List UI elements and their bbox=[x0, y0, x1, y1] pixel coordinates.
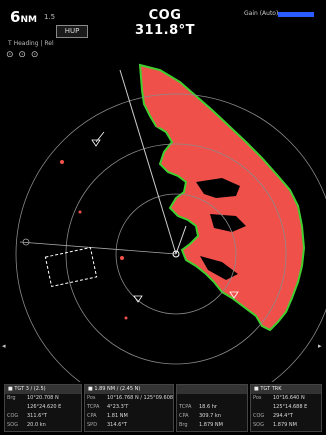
panel-row: SOG 20.0 kn bbox=[7, 422, 46, 428]
target-icon[interactable]: ⊙ bbox=[30, 50, 40, 60]
range-sub-value: 1.5 bbox=[44, 13, 56, 21]
panel-row: Pos 10°16.640 N bbox=[253, 395, 305, 401]
heading-mode-label: T Heading | Rel bbox=[8, 40, 54, 47]
target-icon[interactable]: ⊙ bbox=[18, 50, 27, 60]
radar-display[interactable] bbox=[0, 30, 326, 382]
target-info-panel[interactable]: ■ TGT 3 / (2.5) Brg 10°20.708 N 126°24.62… bbox=[4, 384, 82, 432]
range-ring bbox=[15, 93, 326, 382]
panel-row: TCPA 18.6 hr bbox=[179, 404, 217, 410]
panel-row: SPD 314.6°T bbox=[87, 422, 127, 428]
left-edge-marker-icon[interactable]: ◂ bbox=[2, 342, 6, 350]
panel-row: Brg 10°20.708 N bbox=[7, 395, 59, 401]
panel-row bbox=[177, 394, 247, 403]
panel-row: Brg 1.879 NM bbox=[179, 422, 223, 428]
target-echo[interactable] bbox=[120, 256, 124, 260]
target-echo[interactable] bbox=[238, 292, 242, 296]
cursor-info-panel[interactable]: ■ 1.89 NM / (2.45 N) Pos 10°16.768 N / 12… bbox=[84, 384, 174, 432]
target-echo[interactable] bbox=[124, 316, 128, 320]
right-edge-marker-icon[interactable]: ▸ bbox=[318, 342, 322, 350]
panel-row: CPA 309.7 kn bbox=[179, 413, 221, 419]
target-guard-zone[interactable] bbox=[44, 246, 98, 288]
ebl-line[interactable] bbox=[19, 241, 177, 255]
panel-row: CPA 1.81 NM bbox=[87, 413, 128, 419]
panel-title: ■ 1.89 NM / (2.45 N) bbox=[85, 385, 173, 394]
range-rings bbox=[15, 93, 326, 382]
panel-row: COG 311.6°T bbox=[7, 413, 47, 419]
panel-row: SOG 1.879 NM bbox=[253, 422, 297, 428]
target-track-panel[interactable]: ■ TGT TRK Pos 10°16.640 N 125°14.688 E CO… bbox=[250, 384, 322, 432]
target-echo[interactable] bbox=[156, 124, 160, 128]
cog-readout: COG 311.8°T bbox=[135, 8, 195, 38]
target-echo[interactable] bbox=[60, 160, 64, 164]
range-ring bbox=[115, 193, 237, 315]
range-value: 6NM bbox=[10, 8, 37, 26]
target-echo[interactable] bbox=[78, 210, 82, 214]
land-inlet bbox=[200, 256, 238, 280]
control-icons[interactable]: ⊙ ⊙ ⊙ bbox=[6, 50, 39, 60]
target-triangle-icon[interactable] bbox=[133, 295, 143, 303]
ebl-handle-icon[interactable] bbox=[22, 238, 30, 246]
target-triangle-icon[interactable] bbox=[91, 139, 101, 147]
gain-control[interactable]: Gain (Auto) bbox=[244, 10, 316, 20]
heading-line bbox=[119, 69, 177, 255]
target-triangle-icon[interactable] bbox=[229, 291, 239, 299]
panel-row: Pos 10°16.768 N / 125°09.608 bbox=[87, 395, 173, 401]
panel-row: TCPA 4°23.3'T bbox=[87, 404, 129, 410]
panel-title: ■ TGT 3 / (2.5) bbox=[5, 385, 81, 394]
panel-title: ■ TGT TRK bbox=[251, 385, 321, 394]
gain-label: Gain (Auto) bbox=[244, 10, 279, 17]
land-echo bbox=[138, 63, 306, 332]
land-inlet bbox=[196, 178, 240, 198]
own-ship-vector bbox=[175, 225, 187, 255]
panel-row: 125°14.688 E bbox=[273, 404, 308, 410]
panel-row: COG 294.4°T bbox=[253, 413, 293, 419]
own-ship-icon bbox=[172, 250, 180, 258]
range-control[interactable]: 6NM 1.5 HUP bbox=[8, 6, 88, 38]
panel-title bbox=[177, 385, 247, 394]
orientation-mode-button[interactable]: HUP bbox=[56, 25, 88, 38]
target-icon[interactable]: ⊙ bbox=[6, 50, 15, 60]
land-inlet bbox=[210, 214, 246, 232]
range-ring bbox=[65, 143, 287, 365]
info-panels: ■ TGT 3 / (2.5) Brg 10°20.708 N 126°24.62… bbox=[4, 384, 322, 432]
cpa-info-panel[interactable]: TCPA 18.6 hr CPA 309.7 kn Brg 1.879 NM bbox=[176, 384, 248, 432]
panel-row: 126°24.620 E bbox=[27, 404, 62, 410]
gain-bar[interactable] bbox=[278, 12, 314, 17]
